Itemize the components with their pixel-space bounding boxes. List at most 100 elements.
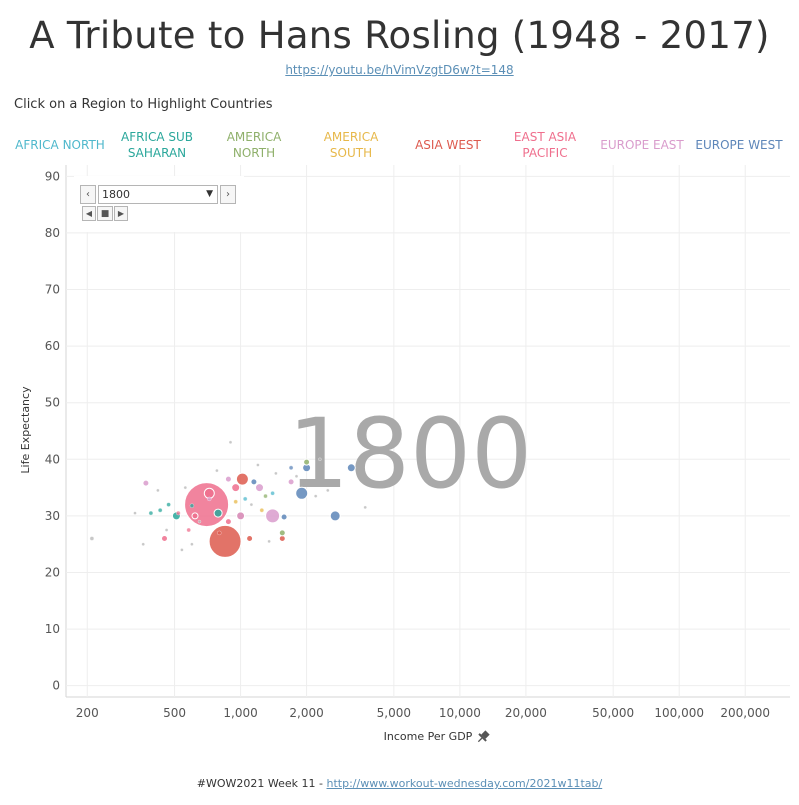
bubble-other[interactable] [215,468,219,473]
bubble-other[interactable] [256,463,260,467]
bubble-other[interactable] [89,536,95,541]
region-filter-africa-north[interactable]: AFRICA NORTH [12,128,108,162]
x-tick-label: 500 [163,706,186,720]
y-tick-label: 80 [45,226,60,240]
bubble-other[interactable] [180,548,184,552]
bubble-america-north[interactable] [278,529,286,537]
bubble-africa-sub-saharan[interactable] [166,502,171,507]
bubble-other[interactable] [249,502,254,507]
chevron-right-icon[interactable]: › [220,185,236,204]
bubble-europe-west[interactable] [288,465,294,470]
bubble-other[interactable] [274,471,278,476]
bubble-africa-north[interactable] [270,491,275,496]
year-select[interactable]: 1800 ▼ [98,185,218,204]
bubble-europe-east[interactable] [207,496,212,502]
footer-text: #WOW2021 Week 11 - [196,777,327,790]
bubble-america-south[interactable] [259,508,264,513]
bubble-other[interactable] [363,505,367,510]
bubble-other[interactable] [294,474,299,478]
page-title: A Tribute to Hans Rosling (1948 - 2017) [29,14,770,57]
region-label-line: ASIA WEST [415,138,481,152]
bubble-africa-north[interactable] [243,496,248,502]
bubble-africa-sub-saharan[interactable] [148,510,154,516]
bubble-other[interactable] [141,542,145,546]
footer-link[interactable]: http://www.workout-wednesday.com/2021w11… [326,777,603,790]
bubble-america-north[interactable] [303,458,311,466]
bubble-europe-west[interactable] [346,463,356,473]
region-filter-america-north[interactable]: AMERICA NORTH [206,128,302,162]
region-filter-asia-west[interactable]: ASIA WEST [400,128,496,162]
bubble-europe-west[interactable] [329,510,341,522]
region-label-line: EAST ASIA [513,130,577,144]
bubble-east-asia-pacific[interactable] [191,512,199,520]
bubble-europe-east[interactable] [236,511,246,521]
caret-down-icon: ▼ [206,189,213,199]
bubble-europe-east[interactable] [142,479,150,487]
x-tick-label: 10,000 [439,706,481,720]
x-axis-ticks: 200 500 1,000 2,000 5,000 10,000 20,000 50,000 1… [76,706,770,720]
x-tick-label: 2,000 [289,706,323,720]
bubble-asia-west[interactable] [246,535,254,542]
bubble-other[interactable] [197,519,202,524]
bubble-east-asia-pacific[interactable] [176,510,181,516]
year-label: 1800 [288,398,532,510]
bubble-asia-west[interactable] [235,472,249,486]
bubble-other[interactable] [314,494,318,498]
bubble-other[interactable] [228,440,233,444]
bubble-europe-west[interactable] [250,478,258,486]
region-legend: AFRICA NORTH AFRICA SUB SAHARAN AMERICA NORT… [0,128,799,162]
y-tick-label: 0 [52,679,60,693]
play-reverse-icon[interactable]: ◀ [82,206,96,221]
bubble-europe-west[interactable] [295,486,309,500]
bubble-other[interactable] [318,457,322,461]
bubble-europe-west[interactable] [280,513,288,521]
bubble-asia-west[interactable] [217,530,222,536]
region-label-line: EUROPE WEST [695,138,783,152]
region-filter-east-asia-pacific[interactable]: EAST ASIA PACIFIC [497,128,593,162]
x-tick-label: 100,000 [654,706,704,720]
bubble-europe-east[interactable] [265,508,281,524]
bubble-other[interactable] [183,485,187,490]
bubble-america-north[interactable] [263,493,268,499]
year-select-value: 1800 [102,188,130,201]
region-filter-europe-west[interactable]: EUROPE WEST [691,128,787,162]
x-tick-label: 20,000 [505,706,547,720]
bubble-europe-east[interactable] [287,478,295,486]
bubble-east-asia-pacific[interactable] [224,518,232,526]
bubble-east-asia-pacific[interactable] [231,483,241,493]
bubble-other[interactable] [267,539,271,544]
y-tick-label: 70 [45,283,60,297]
region-label-line: EUROPE EAST [600,138,684,152]
chevron-left-icon[interactable]: ‹ [80,185,96,204]
region-label-line: AFRICA NORTH [15,138,105,152]
bubble-other[interactable] [164,528,169,532]
bubble-other[interactable] [133,511,137,515]
y-tick-label: 30 [45,509,60,523]
region-filter-africa-sub-saharan[interactable]: AFRICA SUB SAHARAN [109,128,205,162]
region-label: AFRICA SUB SAHARAN [121,129,193,161]
y-tick-label: 90 [45,169,60,183]
y-tick-label: 40 [45,452,60,466]
bubble-africa-sub-saharan[interactable] [158,508,163,513]
region-filter-america-south[interactable]: AMERICA SOUTH [303,128,399,162]
bubble-other[interactable] [156,488,160,493]
bubble-africa-sub-saharan[interactable] [213,508,223,518]
video-link[interactable]: https://youtu.be/hVimVzgtD6w?t=148 [285,63,514,77]
region-label: AMERICA NORTH [227,129,282,161]
bubble-chart: 0 10 20 30 40 50 60 70 80 90 200 500 1,000 2,000 5,00… [19,165,790,743]
bubble-europe-east[interactable] [255,483,264,493]
bubble-america-south[interactable] [233,499,238,504]
bubble-east-asia-pacific[interactable] [186,527,191,533]
stop-icon[interactable]: ■ [97,206,113,221]
region-filter-europe-east[interactable]: EUROPE EAST [594,128,690,162]
y-axis-label: Life Expectancy [19,386,32,474]
bubble-east-asia-pacific[interactable] [161,535,168,542]
bubble-asia-west[interactable] [208,524,242,558]
y-tick-label: 10 [45,622,60,636]
bubble-other[interactable] [326,488,330,493]
x-tick-label: 200 [76,706,99,720]
play-icon[interactable]: ▶ [114,206,128,221]
bubble-other[interactable] [190,542,194,546]
bubble-europe-east[interactable] [224,475,232,483]
bubble-africa-sub-saharan[interactable] [189,503,195,508]
